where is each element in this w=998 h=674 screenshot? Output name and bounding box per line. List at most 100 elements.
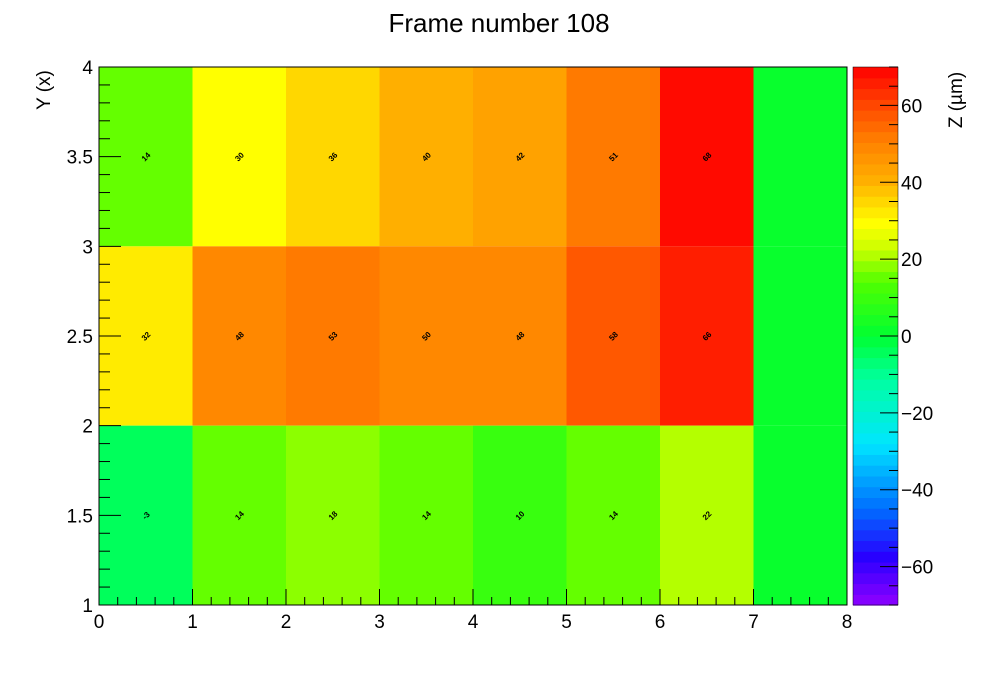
colorbar-tick-label: 20	[901, 250, 922, 271]
colorbar-tick-label: −40	[901, 481, 933, 502]
colorbar-band	[853, 475, 898, 488]
colorbar-band	[853, 572, 898, 585]
colorbar-band	[853, 443, 898, 455]
colorbar-band	[853, 346, 898, 359]
heatmap-cell	[660, 246, 754, 426]
y-tick-label: 1	[82, 596, 93, 617]
colorbar-band	[853, 228, 898, 240]
y-tick-label: 3.5	[67, 148, 93, 169]
colorbar-band	[853, 303, 898, 316]
colorbar-band	[853, 260, 898, 273]
heatmap-cell	[286, 425, 380, 605]
heatmap-cell	[473, 67, 567, 247]
colorbar-tick-label: 40	[901, 173, 922, 194]
colorbar-tick-label: −20	[901, 404, 933, 425]
heatmap-cell	[192, 246, 286, 426]
colorbar-band	[853, 497, 898, 509]
colorbar-band	[853, 529, 898, 542]
y-axis: 1 1.5 2 2.5 3 3.5 4	[67, 58, 121, 617]
colorbar-band	[853, 206, 898, 219]
y-tick-label: 1.5	[67, 506, 93, 527]
color-scale-bar: 60 40 20 0 −20 −40 −60	[852, 66, 933, 606]
colorbar-band	[853, 314, 898, 326]
colorbar-band	[853, 518, 898, 531]
colorbar-band	[853, 88, 898, 100]
colorbar-band	[853, 594, 898, 606]
colorbar-band	[853, 486, 898, 498]
x-tick-label: 1	[187, 612, 198, 633]
colorbar-band	[853, 336, 898, 348]
heatmap-cell	[192, 425, 286, 605]
heatmap-cell	[192, 67, 286, 247]
colorbar-band	[853, 508, 898, 520]
x-tick-label: 0	[94, 612, 105, 633]
heatmap-cell	[753, 246, 847, 426]
x-tick-label: 8	[842, 612, 853, 633]
colorbar-band	[853, 99, 898, 111]
heatmap-cell	[379, 67, 473, 247]
colorbar-band	[853, 292, 898, 305]
colorbar-band	[853, 239, 898, 251]
colorbar-band	[853, 325, 898, 337]
heatmap-cell	[566, 67, 660, 247]
cell-value-label: -3	[140, 510, 152, 522]
colorbar-band	[853, 142, 898, 154]
colorbar-band	[853, 271, 898, 283]
colorbar-band	[853, 540, 898, 552]
heatmap-cell	[379, 246, 473, 426]
colorbar-band	[853, 131, 898, 143]
colorbar-band	[853, 185, 898, 197]
colorbar-band	[853, 77, 898, 90]
colorbar-band	[853, 454, 898, 466]
x-tick-label: 2	[281, 612, 292, 633]
heatmap-cell	[753, 67, 847, 247]
y-axis-title: Y (x)	[34, 70, 55, 110]
y-tick-label: 2	[82, 417, 93, 438]
color-scale-title: Z (µm)	[946, 72, 967, 128]
colorbar-band	[853, 282, 898, 294]
colorbar-band	[853, 561, 898, 574]
colorbar-band	[853, 551, 898, 563]
colorbar-band	[853, 357, 898, 369]
colorbar-band	[853, 432, 898, 445]
colorbar-band	[853, 368, 898, 380]
colorbar-band	[853, 379, 898, 391]
colorbar-band	[853, 120, 898, 133]
colorbar-tick-label: −60	[901, 558, 933, 579]
colorbar-tick-label: 0	[901, 327, 912, 348]
heatmap-cell	[660, 67, 754, 247]
x-tick-label: 4	[468, 612, 479, 633]
x-tick-label: 6	[655, 612, 666, 633]
colorbar-band	[853, 153, 898, 165]
heatmap-cell	[753, 425, 847, 605]
heatmap-cell	[473, 425, 567, 605]
y-tick-label: 3	[82, 237, 93, 258]
heatmap-cell	[566, 425, 660, 605]
colorbar-band	[853, 465, 898, 477]
colorbar-band	[853, 249, 898, 262]
colorbar-band	[853, 174, 898, 186]
heatmap-cell	[660, 425, 754, 605]
colorbar-band	[853, 163, 898, 176]
colorbar-band	[853, 389, 898, 402]
x-axis: 0 1 2 3 4 5 6 7 8	[94, 589, 853, 633]
y-tick-label: 2.5	[67, 327, 93, 348]
heatmap-cell	[379, 425, 473, 605]
heatmap-cell	[473, 246, 567, 426]
colorbar-band	[853, 583, 898, 595]
colorbar-band	[853, 422, 898, 434]
chart-title: Frame number 108	[388, 8, 609, 38]
y-tick-label: 4	[82, 58, 93, 79]
colorbar-band	[853, 400, 898, 412]
x-tick-label: 5	[561, 612, 572, 633]
heatmap-cell	[566, 246, 660, 426]
colorbar-band	[853, 110, 898, 122]
colorbar-band	[853, 196, 898, 208]
x-tick-label: 3	[374, 612, 385, 633]
colorbar-band	[853, 411, 898, 423]
colorbar-tick-label: 60	[901, 96, 922, 117]
heatmap-cell	[286, 67, 380, 247]
x-tick-label: 7	[748, 612, 759, 633]
colorbar-band	[853, 67, 898, 79]
